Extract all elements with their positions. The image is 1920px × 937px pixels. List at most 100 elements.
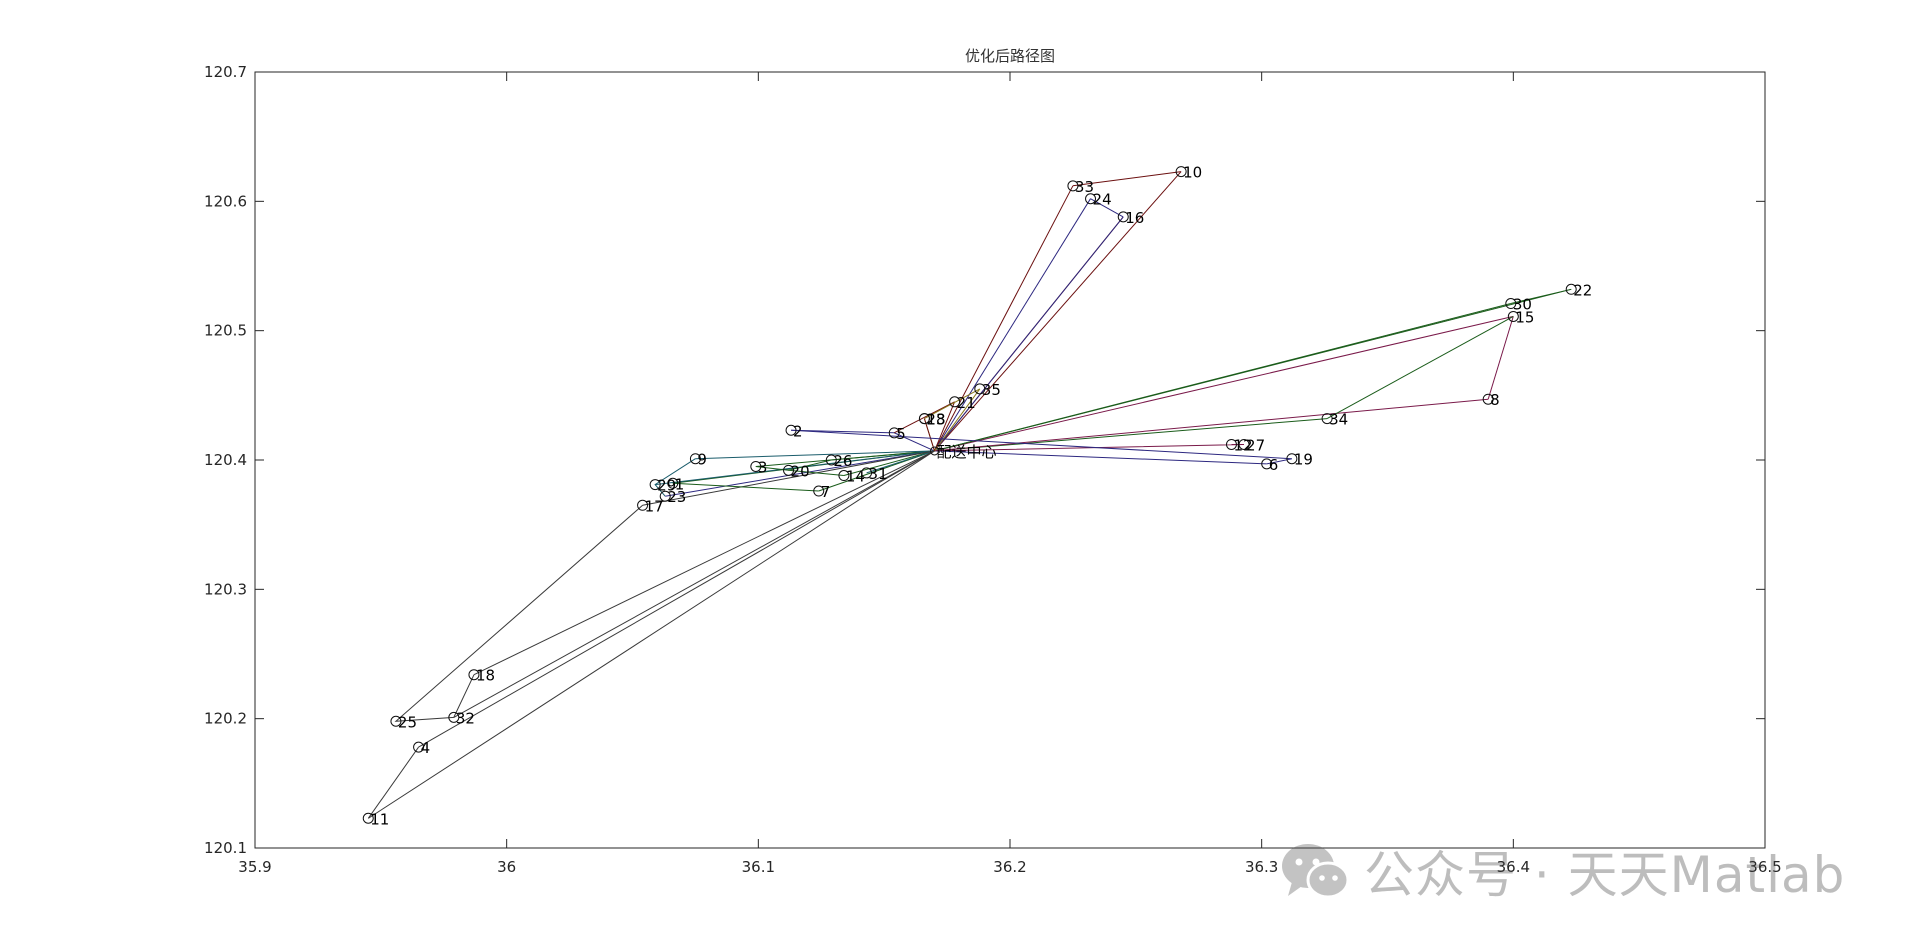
node-label: 11 [370,810,389,828]
plot-area [254,71,1766,849]
depot-route-line [934,171,1182,452]
route-segment [1510,288,1572,304]
node-marker [974,383,986,395]
node-label: 26 [833,452,852,470]
x-tick-label: 36.1 [742,858,775,876]
node-marker [1565,283,1577,295]
depot-marker [930,446,939,456]
depot-route-line [934,198,1091,452]
node-marker [813,485,825,497]
y-tick-label: 120.4 [204,451,247,469]
watermark-text: 公众号 · 天天Matlab [1364,846,1846,904]
x-tick-label: 36.4 [1497,858,1530,876]
depot-route-line [791,429,935,452]
route-segment [1487,316,1514,400]
route-segment [791,429,1293,465]
node-label: 17 [645,497,664,515]
node-marker [949,396,961,408]
route-segment [924,388,981,420]
node-label: 20 [791,462,810,480]
y-tick-label: 120.7 [204,63,247,81]
depot-route-line [665,450,935,497]
depot-route-line [934,450,1267,465]
node-marker [1225,438,1237,450]
node-label: 9 [697,451,707,469]
route-segment [367,746,420,819]
node-label: 28 [926,411,945,429]
depot-route-line [934,288,1572,452]
node-marker [750,460,762,472]
y-axis-ticks: 120.1 120.2 120.3 120.4 120.5 120.6 120.7 [204,63,1765,857]
depot-route-line [473,450,935,676]
depot-route-line [934,216,1124,452]
node-label: 31 [869,465,888,483]
watermark: 公众号 · 天天Matlab [1280,836,1845,906]
node-marker [448,711,460,723]
depot-route-line [418,450,935,748]
node-label: 27 [1246,436,1265,454]
route-segment [1090,198,1124,218]
node-marker [1175,166,1187,178]
node-label: 2 [793,422,803,440]
depot-route-line [934,444,1245,452]
route-segment [672,482,819,492]
node-marker [1482,393,1494,405]
node-label: 33 [1075,178,1094,196]
node-marker [1505,298,1517,310]
chart-title: 优化后路径图 [965,47,1055,65]
node-label: 5 [896,425,906,443]
node-label: 32 [456,709,475,727]
x-axis-ticks: 35.9 36 36.1 36.2 36.3 36.4 36.5 [238,72,1782,876]
node-marker [468,669,480,681]
node-marker [1238,438,1250,450]
route-segment [1326,315,1514,420]
y-tick-label: 120.1 [204,839,247,857]
node-marker [785,424,797,436]
y-tick-label: 120.3 [204,580,247,598]
node-marker [649,479,661,491]
depot-route-line [934,401,956,452]
node-label: 10 [1183,164,1202,182]
node-marker [861,467,873,479]
node-label: 30 [1513,296,1532,314]
node-marker [1067,180,1079,192]
node-marker [1507,310,1519,322]
depot-route-line [934,388,981,452]
node-label: 24 [1093,191,1112,209]
node-label: 34 [1329,411,1348,429]
node-label: 3 [758,458,768,476]
depot-route-line [642,450,935,506]
node-marker [659,490,671,502]
node-label: 14 [846,468,865,486]
node-label: 29 [657,477,676,495]
depot-route-line [655,450,935,486]
node-marker [825,454,837,466]
node-label: 19 [1294,451,1313,469]
node-label: 16 [1125,209,1144,227]
node-label: 35 [982,381,1001,399]
node-marker [783,464,795,476]
route-segment [394,504,643,722]
node-label: 13 [926,411,945,429]
depot-route-line [923,418,935,452]
node-label: 15 [1515,308,1534,326]
x-tick-label: 36.2 [993,858,1026,876]
node-label: 8 [1490,391,1500,409]
node-label: 4 [421,739,431,757]
node-label: 7 [821,483,831,501]
node-marker [1286,453,1298,465]
node-marker [918,413,930,425]
depot-route-line [695,450,935,460]
node-marker [1117,211,1129,223]
node-marker [689,453,701,465]
depot-route-line [843,450,935,476]
node-marker [362,812,374,824]
x-tick-label: 36 [497,858,516,876]
route-segment [893,401,955,434]
depot-route-line [934,418,1328,452]
node-marker [637,499,649,511]
depot-route-line [866,450,935,474]
node-marker [888,427,900,439]
route-lines [367,171,1572,819]
